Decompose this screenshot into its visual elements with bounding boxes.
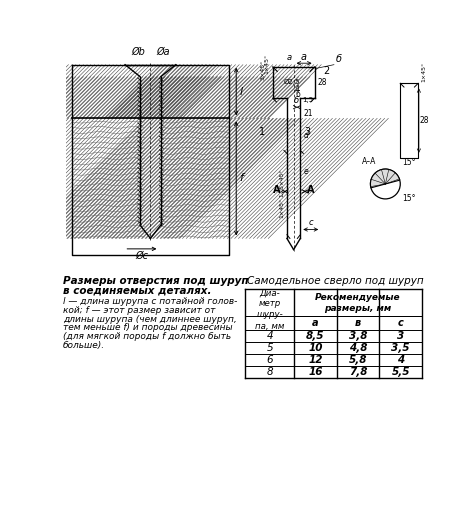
Text: 2: 2 bbox=[323, 67, 330, 76]
Text: f: f bbox=[239, 173, 243, 183]
Text: d: d bbox=[303, 131, 308, 140]
Text: 8,5: 8,5 bbox=[306, 331, 325, 341]
Text: 3×45°: 3×45° bbox=[260, 60, 265, 80]
Text: 12: 12 bbox=[308, 355, 323, 365]
Text: e: e bbox=[303, 167, 308, 176]
Text: 28: 28 bbox=[419, 116, 429, 125]
Text: A: A bbox=[273, 185, 280, 195]
Text: 4,8: 4,8 bbox=[349, 343, 367, 353]
Text: в соединяемых деталях.: в соединяемых деталях. bbox=[63, 286, 211, 296]
Text: 1,5: 1,5 bbox=[302, 98, 313, 104]
Text: (для мягкой породы f должно быть: (для мягкой породы f должно быть bbox=[63, 332, 231, 341]
Text: 10: 10 bbox=[308, 343, 323, 353]
Text: Øa: Øa bbox=[156, 47, 170, 56]
Text: 16: 16 bbox=[308, 367, 323, 377]
Text: Самодельное сверло под шуруп: Самодельное сверло под шуруп bbox=[247, 276, 423, 286]
Text: 4: 4 bbox=[397, 355, 404, 365]
Text: 6: 6 bbox=[266, 355, 273, 365]
Text: 15°: 15° bbox=[402, 194, 415, 203]
Text: 1: 1 bbox=[259, 127, 265, 137]
Text: Рекомендуемые
размеры, мм: Рекомендуемые размеры, мм bbox=[315, 293, 401, 312]
Text: c: c bbox=[309, 218, 313, 227]
Text: Размеры отверстия под шуруп: Размеры отверстия под шуруп bbox=[63, 276, 249, 286]
Text: 4: 4 bbox=[266, 331, 273, 341]
Text: 8: 8 bbox=[266, 367, 273, 377]
Text: длины шурупа (чем длиннее шуруп,: длины шурупа (чем длиннее шуруп, bbox=[63, 315, 237, 324]
Text: в: в bbox=[355, 318, 361, 328]
Text: б: б bbox=[336, 54, 341, 64]
Text: Øb: Øb bbox=[131, 47, 145, 56]
Text: c: c bbox=[398, 318, 403, 328]
Text: 6: 6 bbox=[295, 90, 300, 99]
Wedge shape bbox=[371, 169, 400, 188]
Text: 28: 28 bbox=[318, 78, 327, 87]
Text: l — длина шурупа с потайной голов-: l — длина шурупа с потайной голов- bbox=[63, 297, 237, 306]
Text: Ø2,5: Ø2,5 bbox=[284, 79, 301, 85]
Text: a: a bbox=[301, 52, 307, 61]
Text: 7,8: 7,8 bbox=[349, 367, 367, 377]
Text: 1×45°: 1×45° bbox=[265, 54, 270, 74]
Text: 3,5: 3,5 bbox=[392, 343, 410, 353]
Text: больше).: больше). bbox=[63, 341, 105, 350]
Text: А–А: А–А bbox=[362, 157, 376, 166]
Text: a: a bbox=[312, 318, 319, 328]
Text: Диа-
метр
шуру-
па, мм: Диа- метр шуру- па, мм bbox=[255, 288, 284, 331]
Text: 5,5: 5,5 bbox=[392, 367, 410, 377]
Text: б: б bbox=[294, 96, 299, 105]
Text: тем меньше f) и породы древесины: тем меньше f) и породы древесины bbox=[63, 324, 233, 332]
Text: A: A bbox=[307, 185, 315, 195]
Text: a: a bbox=[287, 53, 292, 61]
Text: Øc: Øc bbox=[136, 251, 148, 261]
Text: 5,8: 5,8 bbox=[349, 355, 367, 365]
Text: 5: 5 bbox=[266, 343, 273, 353]
Text: 1×45°: 1×45° bbox=[279, 198, 284, 217]
Text: 4: 4 bbox=[295, 85, 300, 94]
Text: 1,75×45°: 1,75×45° bbox=[279, 169, 284, 198]
Text: 1×45°: 1×45° bbox=[421, 61, 426, 82]
Text: 3,8: 3,8 bbox=[349, 331, 367, 341]
Text: 15°: 15° bbox=[402, 158, 415, 167]
Text: 21: 21 bbox=[303, 109, 313, 118]
Text: 3: 3 bbox=[397, 331, 404, 341]
Text: кой; f — этот размер зависит от: кой; f — этот размер зависит от bbox=[63, 306, 216, 315]
Text: l: l bbox=[239, 86, 242, 97]
Text: 3: 3 bbox=[304, 127, 310, 137]
